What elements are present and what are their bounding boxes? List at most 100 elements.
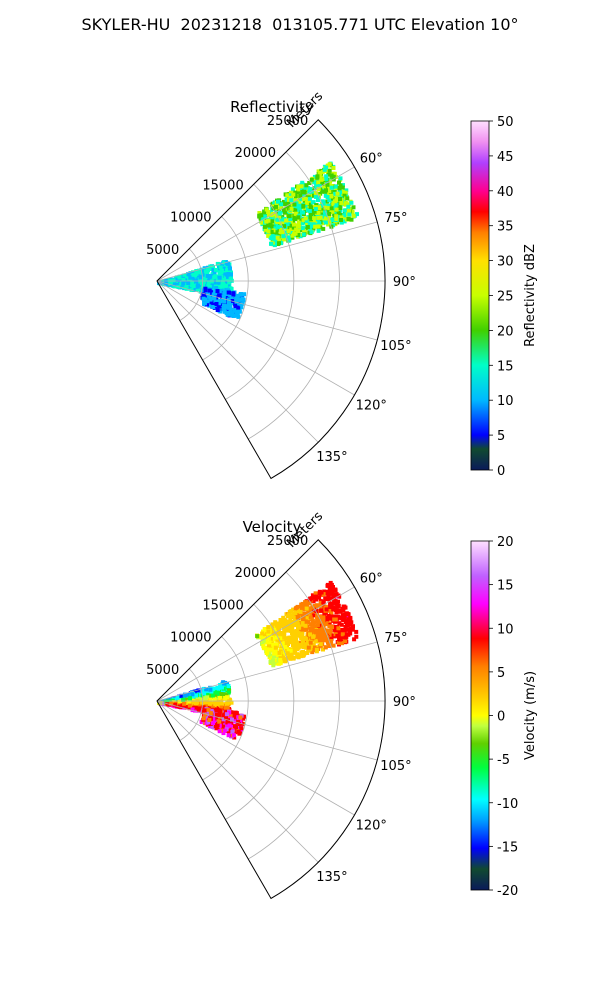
- echo-cell: [266, 229, 271, 234]
- echo-cell: [207, 294, 212, 299]
- echo-cell: [316, 604, 321, 609]
- echo-cell: [221, 708, 226, 713]
- echo-cell: [220, 694, 225, 699]
- echo-cell: [314, 184, 319, 189]
- echo-cell: [335, 191, 340, 196]
- echo-cell: [337, 637, 342, 642]
- echo-cell: [278, 639, 283, 644]
- echo-cell: [285, 193, 290, 198]
- echo-cell: [283, 202, 288, 207]
- echo-cell: [311, 629, 315, 634]
- echo-cell: [281, 234, 286, 239]
- echo-cell: [310, 618, 315, 623]
- echo-cell: [331, 594, 336, 599]
- echo-cell: [327, 168, 332, 173]
- echo-cell: [208, 274, 213, 279]
- echo-cell: [227, 728, 232, 733]
- echo-cell: [291, 219, 296, 224]
- echo-cell: [205, 274, 210, 278]
- echo-cell: [298, 624, 303, 629]
- echo-cell: [311, 634, 316, 639]
- echo-cell: [197, 697, 202, 701]
- echo-cell: [212, 295, 217, 300]
- echo-cell: [302, 189, 307, 194]
- echo-cell: [314, 594, 319, 599]
- echo-cell: [230, 312, 235, 317]
- echo-cell: [287, 635, 292, 640]
- echo-cell: [280, 622, 285, 627]
- echo-cell: [316, 210, 321, 215]
- echo-cell: [351, 205, 356, 210]
- echo-cell: [201, 296, 206, 301]
- echo-cell: [349, 620, 354, 625]
- echo-cell: [330, 586, 335, 591]
- echo-cell: [290, 187, 295, 192]
- echo-cell: [207, 303, 212, 308]
- echo-cell: [324, 622, 329, 627]
- echo-cell: [307, 187, 312, 191]
- echo-cell: [287, 623, 292, 628]
- echo-cell: [181, 277, 186, 282]
- echo-cell: [323, 205, 328, 210]
- echo-cell: [196, 269, 201, 274]
- echo-cell: [313, 224, 318, 229]
- echo-cell: [328, 596, 333, 601]
- echo-cell: [215, 289, 220, 294]
- echo-cell: [303, 185, 308, 190]
- echo-data: [157, 580, 359, 740]
- echo-cell: [307, 230, 312, 235]
- echo-cell: [303, 619, 308, 624]
- echo-cell: [322, 184, 327, 189]
- echo-cell: [303, 216, 308, 221]
- echo-cell: [232, 735, 237, 740]
- echo-cell: [190, 700, 195, 705]
- echo-cell: [222, 292, 227, 297]
- echo-cell: [223, 280, 228, 285]
- echo-cell: [316, 180, 321, 185]
- echo-cell: [266, 223, 271, 228]
- echo-cell: [324, 607, 329, 612]
- echo-cell: [285, 655, 290, 660]
- echo-cell: [352, 637, 357, 642]
- echo-cell: [216, 280, 221, 285]
- echo-cell: [271, 234, 276, 239]
- echo-cell: [336, 211, 341, 216]
- echo-cell: [266, 625, 271, 630]
- echo-cell: [224, 283, 229, 288]
- echo-cell: [266, 233, 271, 238]
- echo-cell: [208, 267, 213, 272]
- echo-cell: [273, 623, 278, 628]
- echo-cell: [308, 628, 313, 633]
- echo-cell: [302, 226, 307, 231]
- echo-cell: [284, 640, 289, 645]
- echo-cell: [301, 618, 305, 623]
- echo-cell: [273, 237, 278, 242]
- echo-cell: [219, 697, 224, 702]
- echo-cell: [309, 177, 314, 182]
- echo-cell: [334, 214, 339, 219]
- echo-cell: [340, 189, 345, 194]
- echo-cell: [302, 228, 307, 233]
- colorbar-tick-label: 0: [497, 710, 505, 725]
- echo-cell: [274, 635, 279, 640]
- echo-cell: [273, 620, 278, 625]
- echo-cell: [340, 635, 344, 639]
- echo-cell: [209, 718, 214, 723]
- echo-cell: [218, 309, 223, 314]
- echo-cell: [190, 280, 195, 285]
- echo-cell: [181, 281, 186, 286]
- echo-cell: [296, 224, 300, 229]
- echo-cell: [300, 638, 305, 643]
- echo-cell: [230, 717, 234, 722]
- echo-cell: [262, 646, 267, 651]
- echo-cell: [315, 634, 320, 639]
- echo-cell: [349, 200, 354, 205]
- echo-cell: [329, 185, 334, 190]
- echo-cell: [323, 213, 328, 217]
- echo-cell: [296, 215, 301, 220]
- echo-cell: [273, 226, 278, 231]
- echo-cell: [279, 202, 284, 207]
- echo-cell: [327, 212, 332, 216]
- echo-cell: [330, 590, 335, 595]
